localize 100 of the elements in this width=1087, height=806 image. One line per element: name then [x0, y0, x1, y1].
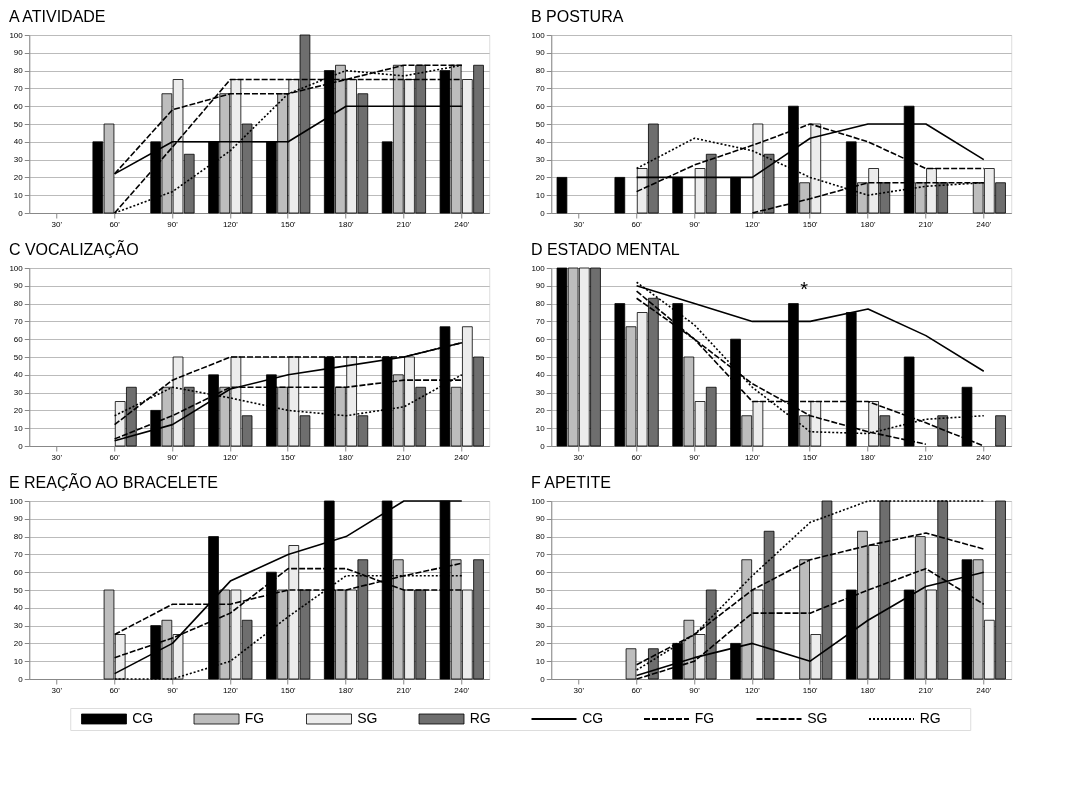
legend-label: RG: [469, 710, 491, 726]
x-tick-label: 150': [802, 219, 819, 229]
x-tick-label: 60': [109, 685, 121, 695]
x-tick-label: 60': [631, 219, 643, 229]
y-tick-label: 70: [535, 549, 546, 559]
chart-title: A ATIVIDADE: [8, 8, 106, 25]
x-tick-label: 30': [51, 685, 63, 695]
legend-label: SG: [807, 710, 828, 726]
y-tick-label: 70: [535, 83, 546, 93]
y-tick-label: 10: [535, 656, 546, 666]
x-tick-label: 180': [860, 219, 876, 229]
x-tick-label: 240': [976, 685, 992, 695]
x-tick-label: 120': [744, 685, 761, 695]
y-tick-label: 70: [13, 549, 24, 559]
y-tick-label: 100: [9, 263, 24, 273]
x-tick-label: 150': [802, 452, 819, 462]
x-tick-label: 120': [222, 219, 239, 229]
legend-label: SG: [357, 710, 378, 726]
y-tick-label: 80: [535, 299, 546, 309]
y-tick-label: 90: [13, 281, 24, 291]
x-tick-label: 180': [338, 219, 354, 229]
y-tick-label: 90: [535, 514, 546, 524]
x-tick-label: 90': [167, 452, 179, 462]
y-tick-label: 90: [13, 514, 24, 524]
x-tick-label: 120': [744, 219, 761, 229]
y-tick-label: 0: [540, 208, 546, 218]
y-tick-label: 20: [13, 638, 24, 648]
y-tick-label: 60: [535, 101, 546, 111]
y-tick-label: 30: [13, 388, 24, 398]
x-tick-label: 60': [109, 219, 121, 229]
x-tick-label: 240': [454, 219, 470, 229]
x-tick-label: 60': [631, 452, 643, 462]
y-tick-label: 10: [535, 423, 546, 433]
chart-title: D ESTADO MENTAL: [530, 241, 680, 258]
x-tick-label: 120': [222, 685, 239, 695]
x-tick-label: 180': [338, 452, 354, 462]
x-tick-label: 180': [860, 452, 876, 462]
y-tick-label: 80: [13, 299, 24, 309]
annotation: *: [800, 278, 809, 300]
x-tick-label: 30': [573, 219, 585, 229]
legend-label: RG: [919, 710, 941, 726]
y-tick-label: 0: [18, 208, 24, 218]
x-tick-label: 90': [689, 685, 701, 695]
x-tick-label: 210': [918, 219, 934, 229]
y-tick-label: 90: [13, 48, 24, 58]
y-tick-label: 30: [535, 621, 546, 631]
y-tick-label: 50: [13, 585, 24, 595]
y-tick-label: 60: [13, 101, 24, 111]
y-tick-label: 40: [13, 370, 24, 380]
x-tick-label: 90': [167, 685, 179, 695]
y-tick-label: 80: [535, 66, 546, 76]
legend-label: FG: [694, 710, 715, 726]
x-tick-label: 240': [976, 219, 992, 229]
y-tick-label: 100: [531, 30, 546, 40]
y-tick-label: 60: [13, 334, 24, 344]
y-tick-label: 100: [531, 496, 546, 506]
y-tick-label: 80: [13, 66, 24, 76]
y-tick-label: 40: [535, 137, 546, 147]
y-tick-label: 60: [535, 334, 546, 344]
x-tick-label: 30': [51, 219, 63, 229]
y-tick-label: 0: [18, 674, 24, 684]
chart-title: F APETITE: [530, 474, 611, 491]
x-tick-label: 60': [631, 685, 643, 695]
y-tick-label: 50: [535, 119, 546, 129]
y-tick-label: 30: [535, 388, 546, 398]
y-tick-label: 10: [13, 656, 24, 666]
y-tick-label: 30: [535, 155, 546, 165]
x-tick-label: 210': [918, 685, 934, 695]
x-tick-label: 210': [396, 452, 412, 462]
y-tick-label: 40: [535, 370, 546, 380]
y-tick-label: 20: [535, 172, 546, 182]
y-tick-label: 90: [535, 48, 546, 58]
y-tick-label: 10: [13, 190, 24, 200]
legend-label: CG: [132, 710, 154, 726]
y-tick-label: 70: [13, 83, 24, 93]
y-tick-label: 100: [531, 263, 546, 273]
y-tick-label: 40: [535, 603, 546, 613]
y-tick-label: 0: [540, 674, 546, 684]
x-tick-label: 150': [280, 452, 297, 462]
y-tick-label: 20: [535, 638, 546, 648]
y-tick-label: 60: [13, 567, 24, 577]
y-tick-label: 70: [13, 316, 24, 326]
y-tick-label: 50: [535, 585, 546, 595]
y-tick-label: 70: [535, 316, 546, 326]
x-tick-label: 240': [454, 452, 470, 462]
x-tick-label: 180': [338, 685, 354, 695]
x-tick-label: 90': [689, 452, 701, 462]
y-tick-label: 100: [9, 496, 24, 506]
x-tick-label: 90': [167, 219, 179, 229]
x-tick-label: 210': [396, 219, 412, 229]
x-tick-label: 150': [280, 685, 297, 695]
y-tick-label: 40: [13, 137, 24, 147]
y-tick-label: 40: [13, 603, 24, 613]
x-tick-label: 210': [396, 685, 412, 695]
y-tick-label: 10: [13, 423, 24, 433]
legend-label: FG: [244, 710, 265, 726]
x-tick-label: 150': [802, 685, 819, 695]
y-tick-label: 80: [13, 532, 24, 542]
y-tick-label: 20: [13, 172, 24, 182]
y-tick-label: 60: [535, 567, 546, 577]
